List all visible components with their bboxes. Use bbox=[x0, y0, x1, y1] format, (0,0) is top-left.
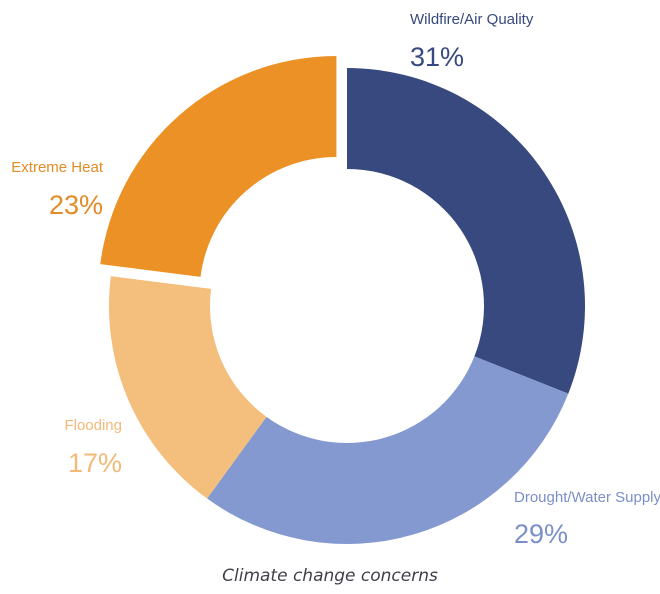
value-label-wildfire-air-quality: 31% bbox=[410, 42, 464, 72]
slice-drought-water-supply bbox=[207, 356, 569, 544]
slice-wildfire-air-quality bbox=[347, 68, 585, 394]
slice-flooding bbox=[109, 276, 267, 499]
label-flooding: Flooding bbox=[64, 417, 122, 434]
value-label-extreme-heat: 23% bbox=[49, 190, 103, 220]
value-label-flooding: 17% bbox=[68, 448, 122, 478]
chart-labels: Wildfire/Air Quality 31% Drought/Water Sup… bbox=[11, 11, 660, 549]
chart-slices bbox=[100, 56, 585, 544]
value-label-drought-water-supply: 29% bbox=[514, 519, 568, 549]
label-wildfire-air-quality: Wildfire/Air Quality bbox=[410, 11, 534, 28]
label-extreme-heat: Extreme Heat bbox=[11, 159, 104, 176]
slice-extreme-heat bbox=[100, 56, 337, 277]
label-drought-water-supply: Drought/Water Supply bbox=[514, 489, 660, 506]
chart-title: Climate change concerns bbox=[222, 566, 438, 586]
